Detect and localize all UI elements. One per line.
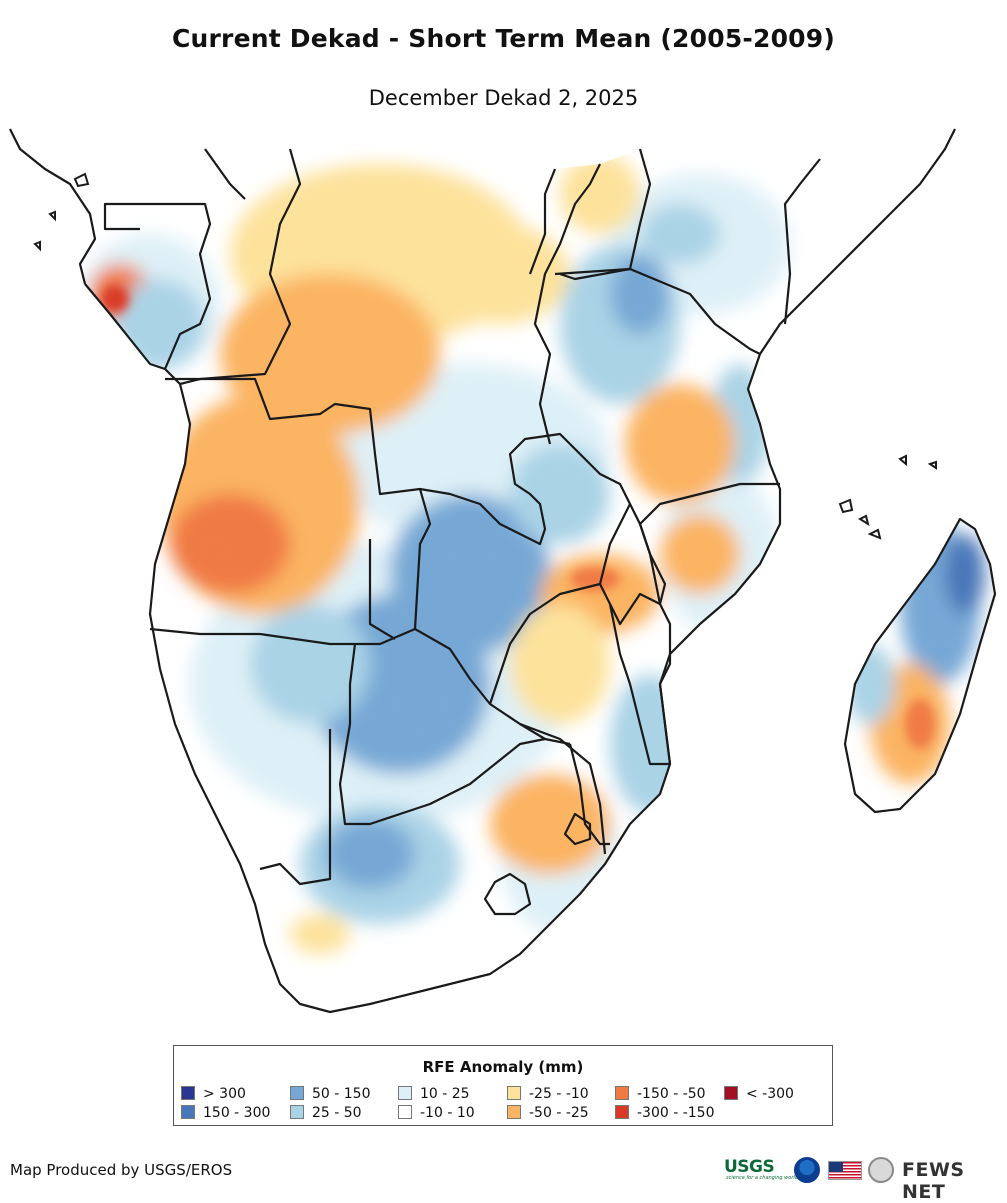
legend-label: < -300 xyxy=(746,1086,794,1102)
anomaly-field xyxy=(10,129,995,1012)
legend-label: 25 - 50 xyxy=(312,1105,362,1121)
legend-label: -50 - -25 xyxy=(529,1105,589,1121)
legend-title: RFE Anomaly (mm) xyxy=(422,1058,584,1076)
legend-item: 150 - 300 xyxy=(181,1105,270,1121)
legend-swatch xyxy=(398,1086,412,1100)
legend-label: -300 - -150 xyxy=(637,1105,715,1121)
legend-swatch xyxy=(507,1105,521,1119)
country-borders xyxy=(9,128,997,1014)
legend-item: -50 - -25 xyxy=(507,1105,589,1121)
legend-item: -10 - 10 xyxy=(398,1105,475,1121)
legend-swatch xyxy=(290,1105,304,1119)
fews-net-logo: FEWS NET xyxy=(902,1159,965,1203)
rainfall-anomaly-map xyxy=(0,124,1007,1029)
usgs-logo: USGS xyxy=(724,1157,775,1177)
legend-swatch xyxy=(724,1086,738,1100)
us-flag-icon xyxy=(828,1161,862,1180)
legend-swatch xyxy=(615,1105,629,1119)
map-title: Current Dekad - Short Term Mean (2005-20… xyxy=(171,24,836,53)
legend-item: > 300 xyxy=(181,1086,246,1102)
legend: RFE Anomaly (mm) > 300 150 - 300 50 - 15… xyxy=(173,1045,833,1126)
legend-item: -300 - -150 xyxy=(615,1105,715,1121)
legend-swatch xyxy=(615,1086,629,1100)
legend-label: -25 - -10 xyxy=(529,1086,589,1102)
usgs-tagline: science for a changing world xyxy=(726,1175,798,1181)
legend-item: -25 - -10 xyxy=(507,1086,589,1102)
legend-label: 10 - 25 xyxy=(420,1086,470,1102)
legend-swatch xyxy=(181,1105,195,1119)
legend-swatch xyxy=(181,1086,195,1100)
state-department-seal-icon xyxy=(868,1157,894,1183)
legend-item: 10 - 25 xyxy=(398,1086,470,1102)
legend-item: -150 - -50 xyxy=(615,1086,706,1102)
legend-item: < -300 xyxy=(724,1086,794,1102)
legend-swatch xyxy=(290,1086,304,1100)
legend-swatch xyxy=(398,1105,412,1119)
partner-logos: USGS science for a changing world FEWS N… xyxy=(724,1155,996,1203)
islands xyxy=(33,172,937,540)
legend-label: 150 - 300 xyxy=(203,1105,271,1121)
legend-label: -10 - 10 xyxy=(420,1105,475,1121)
noaa-logo-icon xyxy=(794,1157,820,1183)
map-subtitle: December Dekad 2, 2025 xyxy=(368,86,639,110)
legend-swatch xyxy=(507,1086,521,1100)
legend-item: 50 - 150 xyxy=(290,1086,371,1102)
legend-label: 50 - 150 xyxy=(312,1086,371,1102)
legend-label: > 300 xyxy=(203,1086,246,1102)
legend-item: 25 - 50 xyxy=(290,1105,362,1121)
legend-label: -150 - -50 xyxy=(637,1086,706,1102)
map-credit: Map Produced by USGS/EROS xyxy=(10,1161,233,1179)
